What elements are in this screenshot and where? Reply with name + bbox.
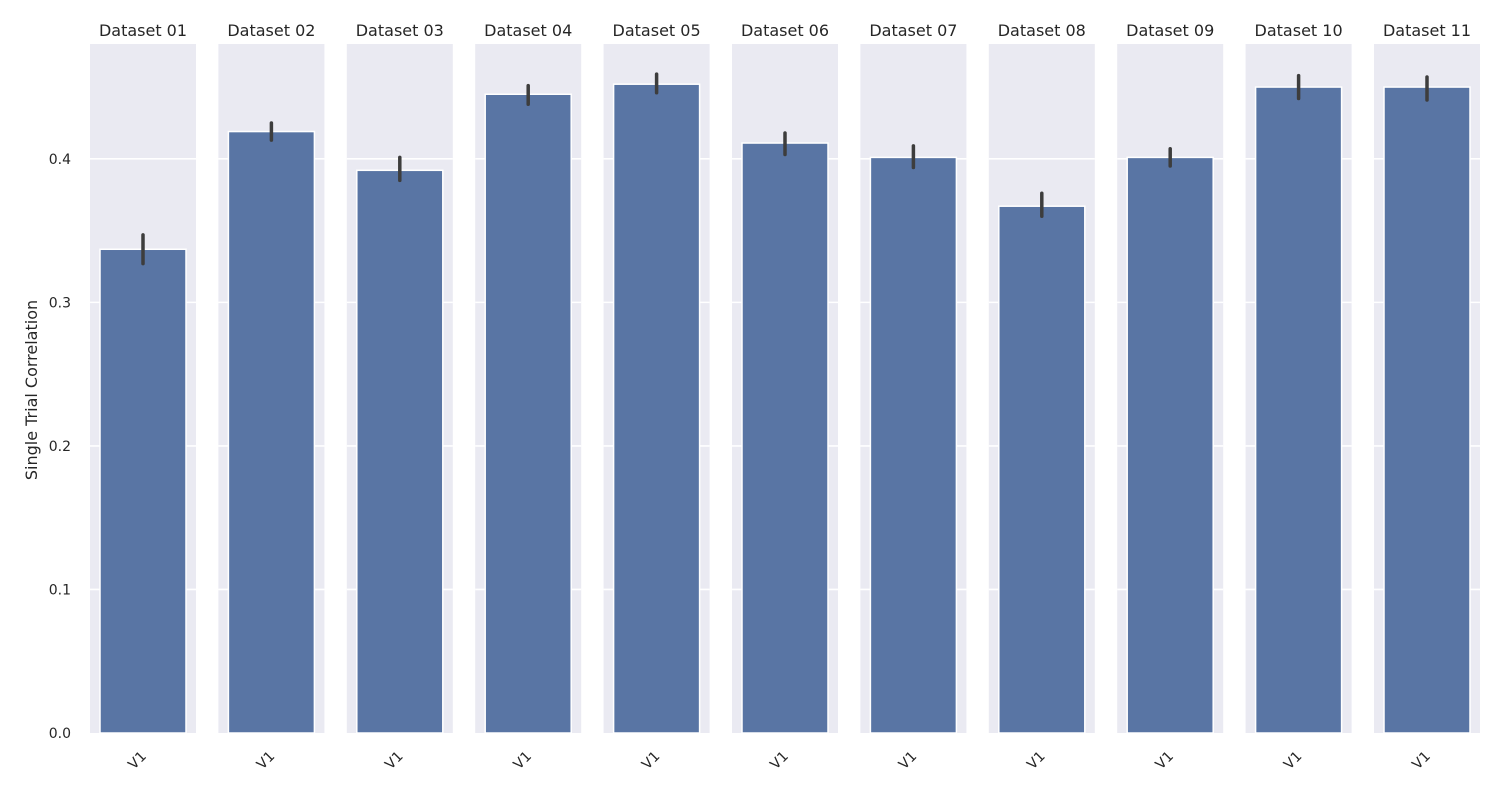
bar — [227, 130, 316, 734]
panel-title: Dataset 06 — [741, 21, 829, 40]
y-tick-label: 0.2 — [49, 439, 71, 455]
bar — [1126, 156, 1214, 734]
chart-panel: Dataset 08 V1 — [988, 21, 1095, 773]
chart-panel: Dataset 11 V1 — [1374, 21, 1480, 773]
x-tick-label: V1 — [254, 749, 278, 773]
chart-panel: Dataset 01 V1 — [90, 21, 196, 773]
chart-panel: Dataset 02 V1 — [218, 21, 325, 773]
x-tick-label: V1 — [896, 749, 920, 773]
panel-title: Dataset 10 — [1255, 21, 1343, 40]
chart-panel: Dataset 04 V1 — [475, 21, 582, 773]
panel-title: Dataset 01 — [99, 21, 187, 40]
x-tick-label: V1 — [1281, 749, 1305, 773]
chart-panel: Dataset 05 V1 — [603, 21, 710, 773]
chart-panel: Dataset 10 V1 — [1245, 21, 1352, 773]
panel-title: Dataset 07 — [869, 21, 957, 40]
x-tick-label: V1 — [639, 749, 663, 773]
chart-panel: Dataset 06 V1 — [732, 21, 838, 773]
y-tick-label: 0.4 — [49, 152, 71, 168]
panel-title: Dataset 11 — [1383, 21, 1471, 40]
bar — [741, 142, 829, 734]
bar — [1254, 86, 1343, 734]
y-axis-label: Single Trial Correlation — [22, 300, 41, 480]
bar — [612, 83, 701, 734]
panel-title: Dataset 03 — [356, 21, 444, 40]
x-tick-label: V1 — [511, 749, 535, 773]
chart-panel: Dataset 09 V1 — [1117, 21, 1224, 773]
panel-title: Dataset 08 — [998, 21, 1086, 40]
x-tick-label: V1 — [767, 749, 791, 773]
bar — [998, 205, 1086, 734]
x-tick-label: V1 — [1153, 749, 1177, 773]
bar — [1383, 86, 1471, 734]
panel-title: Dataset 02 — [227, 21, 315, 40]
panel-title: Dataset 04 — [484, 21, 572, 40]
y-axis-ticks: 0.0 0.1 0.2 0.3 0.4 — [49, 152, 71, 742]
chart-panel: Dataset 03 V1 — [346, 21, 453, 773]
y-tick-label: 0.1 — [49, 582, 71, 598]
panel-title: Dataset 05 — [613, 21, 701, 40]
chart-panel: Dataset 07 V1 — [860, 21, 967, 773]
y-tick-label: 0.3 — [49, 295, 71, 311]
bar — [356, 169, 444, 734]
bar — [484, 93, 572, 734]
bar — [99, 248, 187, 734]
x-tick-label: V1 — [125, 749, 149, 773]
panel-title: Dataset 09 — [1126, 21, 1214, 40]
x-tick-label: V1 — [1024, 749, 1048, 773]
x-tick-label: V1 — [382, 749, 406, 773]
y-tick-label: 0.0 — [49, 726, 71, 742]
bar — [869, 156, 958, 734]
x-tick-label: V1 — [1409, 749, 1433, 773]
